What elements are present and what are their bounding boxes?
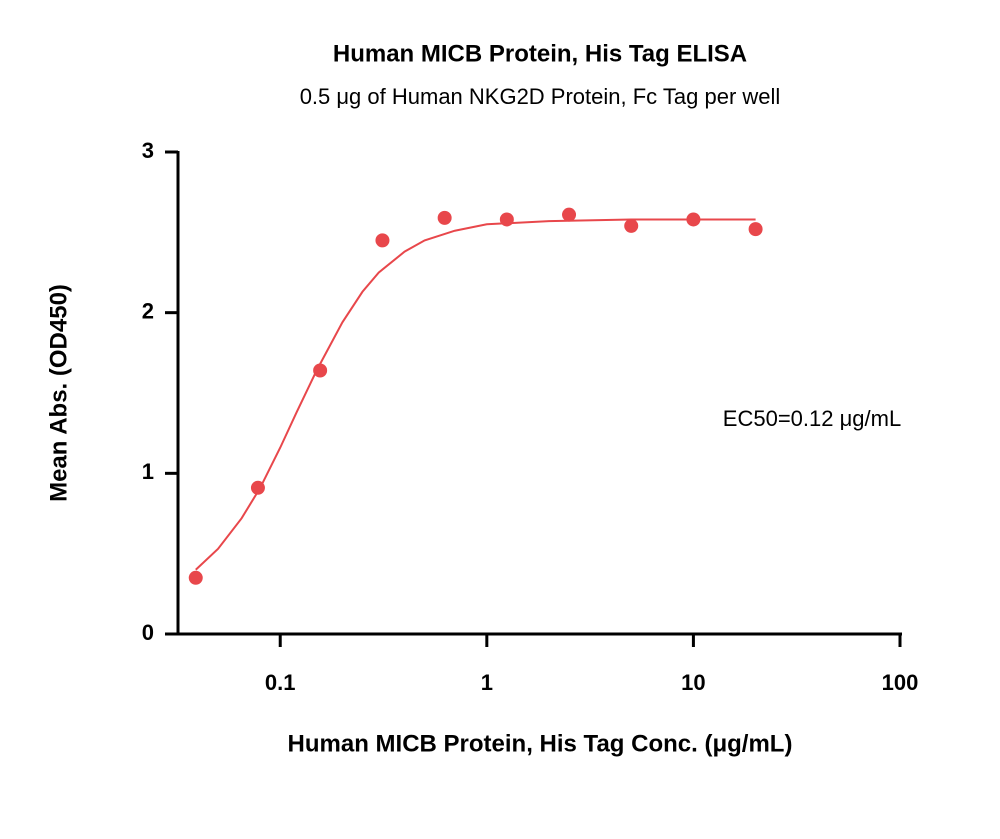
- x-tick-label: 1: [481, 670, 493, 695]
- x-tick-label: 10: [681, 670, 705, 695]
- chart-title: Human MICB Protein, His Tag ELISA: [333, 40, 747, 67]
- data-point: [375, 233, 390, 248]
- data-point: [624, 218, 639, 233]
- chart-subtitle: 0.5 μg of Human NKG2D Protein, Fc Tag pe…: [300, 84, 781, 109]
- annotation: EC50=0.12 μg/mL: [723, 406, 901, 431]
- x-tick-label: 0.1: [265, 670, 296, 695]
- data-point: [748, 222, 763, 237]
- data-point: [313, 363, 328, 378]
- data-point: [437, 210, 452, 225]
- x-axis-label: Human MICB Protein, His Tag Conc. (μg/mL…: [288, 730, 793, 757]
- y-tick-label: 0: [142, 620, 154, 645]
- fit-curve: [195, 218, 756, 571]
- x-tick-label: 100: [882, 670, 919, 695]
- data-point: [562, 207, 577, 222]
- y-tick-label: 1: [142, 459, 154, 484]
- y-tick-label: 2: [142, 298, 154, 323]
- y-tick-label: 3: [142, 138, 154, 163]
- y-axis-label: Mean Abs. (OD450): [45, 284, 72, 502]
- data-point: [188, 570, 203, 585]
